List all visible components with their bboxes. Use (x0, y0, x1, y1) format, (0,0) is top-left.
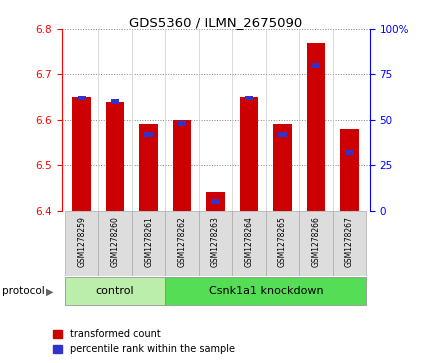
Text: protocol: protocol (2, 286, 45, 297)
FancyBboxPatch shape (199, 211, 232, 276)
Bar (312, 63, 320, 68)
Bar (173, 120, 191, 211)
Text: GSM1278267: GSM1278267 (345, 216, 354, 267)
Text: control: control (96, 286, 135, 296)
Text: GSM1278265: GSM1278265 (278, 216, 287, 267)
Text: Csnk1a1 knockdown: Csnk1a1 knockdown (209, 286, 323, 296)
Bar (106, 102, 125, 211)
Bar (111, 99, 119, 104)
Text: GSM1278264: GSM1278264 (245, 216, 253, 267)
FancyBboxPatch shape (165, 211, 199, 276)
FancyBboxPatch shape (232, 211, 266, 276)
Bar (206, 192, 225, 211)
Bar (77, 96, 86, 100)
Text: GDS5360 / ILMN_2675090: GDS5360 / ILMN_2675090 (129, 16, 302, 29)
Bar (211, 199, 220, 204)
Bar (240, 97, 258, 211)
Legend: transformed count, percentile rank within the sample: transformed count, percentile rank withi… (49, 326, 239, 358)
Bar (73, 97, 91, 211)
Text: GSM1278259: GSM1278259 (77, 216, 86, 267)
FancyBboxPatch shape (65, 211, 99, 276)
FancyBboxPatch shape (333, 211, 366, 276)
Bar (245, 96, 253, 100)
Bar (345, 150, 354, 155)
Bar (279, 132, 287, 136)
Text: GSM1278260: GSM1278260 (111, 216, 120, 267)
FancyBboxPatch shape (266, 211, 299, 276)
FancyBboxPatch shape (299, 211, 333, 276)
FancyBboxPatch shape (165, 277, 366, 305)
Bar (340, 129, 359, 211)
FancyBboxPatch shape (65, 277, 165, 305)
Bar (273, 125, 292, 211)
FancyBboxPatch shape (99, 211, 132, 276)
Text: GSM1278263: GSM1278263 (211, 216, 220, 267)
Text: GSM1278266: GSM1278266 (312, 216, 320, 267)
Bar (139, 125, 158, 211)
Bar (178, 121, 186, 126)
Text: GSM1278262: GSM1278262 (178, 216, 187, 266)
Bar (307, 43, 325, 211)
Text: GSM1278261: GSM1278261 (144, 216, 153, 266)
Bar (144, 132, 153, 136)
FancyBboxPatch shape (132, 211, 165, 276)
Text: ▶: ▶ (46, 286, 54, 297)
